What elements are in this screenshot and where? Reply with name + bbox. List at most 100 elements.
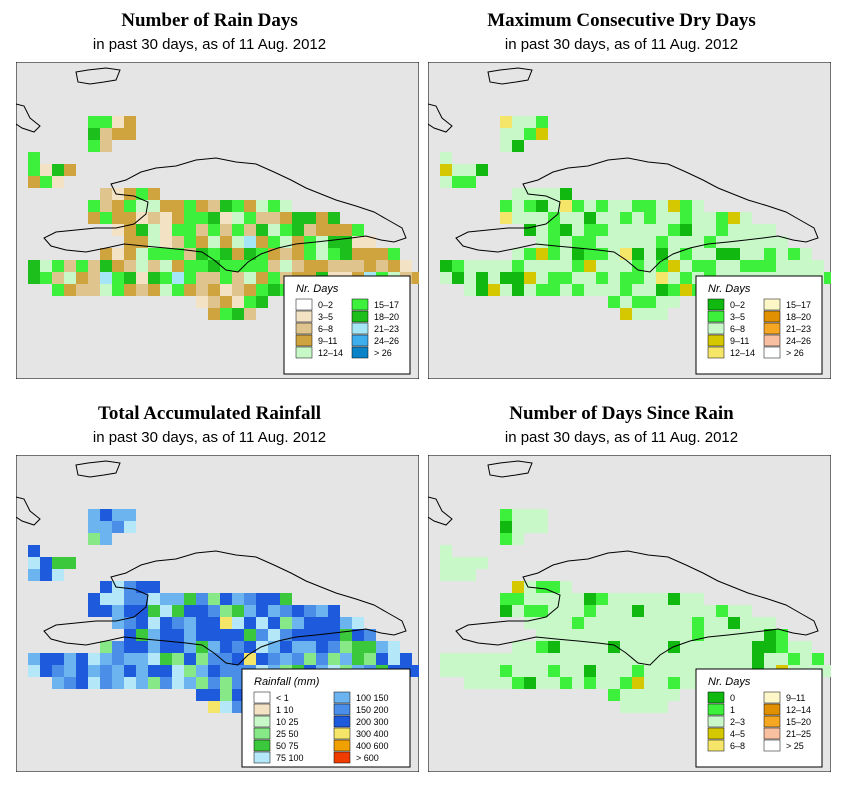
grid-cell: [476, 665, 488, 677]
grid-cell: [196, 296, 208, 308]
grid-cell: [500, 260, 512, 272]
grid-cell: [388, 641, 400, 653]
grid-cell: [232, 653, 244, 665]
grid-cell: [644, 689, 656, 701]
grid-cell: [464, 284, 476, 296]
grid-cell: [572, 605, 584, 617]
grid-cell: [716, 641, 728, 653]
grid-cell: [232, 284, 244, 296]
grid-cell: [316, 224, 328, 236]
grid-cell: [184, 224, 196, 236]
panel-rainfall: Total Accumulated Rainfall in past 30 da…: [4, 393, 419, 786]
grid-cell: [148, 188, 160, 200]
grid-cell: [584, 641, 596, 653]
grid-cell: [100, 521, 112, 533]
grid-cell: [64, 260, 76, 272]
island-outline: [75, 460, 121, 478]
grid-cell: [596, 605, 608, 617]
grid-cell: [160, 653, 172, 665]
island-outline: [487, 67, 533, 85]
grid-cell: [148, 605, 160, 617]
grid-cell: [656, 236, 668, 248]
grid-cell: [776, 248, 788, 260]
grid-cell: [500, 677, 512, 689]
hispaniola-outline: [43, 157, 407, 273]
grid-cell: [112, 272, 124, 284]
legend-label: 12–14: [786, 705, 811, 715]
legend-label: 24–26: [374, 336, 399, 346]
grid-cell: [620, 284, 632, 296]
legend-title: Rainfall (mm): [254, 676, 320, 688]
grid-cell: [644, 200, 656, 212]
grid-cell: [440, 260, 452, 272]
grid-cell: [220, 296, 232, 308]
grid-cell: [244, 284, 256, 296]
grid-cell: [656, 641, 668, 653]
hispaniola-outline: [455, 157, 819, 273]
grid-cell: [524, 116, 536, 128]
grid-cell: [452, 260, 464, 272]
grid-cell: [632, 296, 644, 308]
grid-cell: [548, 248, 560, 260]
legend-box: Nr. Days 0–2 3–5 6–8 9–11 12–14 15–17 18–20 21–2…: [695, 275, 823, 375]
grid-cell: [376, 260, 388, 272]
grid-cell: [668, 689, 680, 701]
grid-cell: [304, 212, 316, 224]
grid-cell: [160, 200, 172, 212]
hispaniola-outline: [43, 550, 407, 666]
grid-cell: [584, 605, 596, 617]
grid-cell: [668, 236, 680, 248]
grid-cell: [500, 509, 512, 521]
grid-cell: [124, 260, 136, 272]
legend-swatch: [707, 310, 725, 323]
grid-cell: [536, 629, 548, 641]
grid-cell: [668, 272, 680, 284]
grid-cell: [208, 236, 220, 248]
grid-cell: [28, 545, 40, 557]
legend-label: 25 50: [276, 729, 299, 739]
legend-label: 0–2: [318, 300, 333, 310]
grid-cell: [280, 200, 292, 212]
grid-cell: [440, 653, 452, 665]
legend-swatch: [707, 298, 725, 311]
grid-cell: [668, 665, 680, 677]
grid-cell: [184, 212, 196, 224]
grid-cell: [184, 284, 196, 296]
grid-cell: [160, 236, 172, 248]
grid-cell: [764, 629, 776, 641]
grid-cell: [76, 272, 88, 284]
grid-cell: [452, 653, 464, 665]
grid-cell: [524, 284, 536, 296]
grid-cell: [220, 272, 232, 284]
legend-swatch: [763, 691, 781, 704]
grid-cell: [740, 641, 752, 653]
grid-cell: [584, 272, 596, 284]
grid-cell: [52, 284, 64, 296]
grid-cell: [500, 605, 512, 617]
grid-cell: [184, 236, 196, 248]
grid-cell: [704, 617, 716, 629]
grid-cell: [644, 272, 656, 284]
grid-cell: [440, 164, 452, 176]
grid-cell: [208, 296, 220, 308]
legend-title: Nr. Days: [708, 283, 751, 295]
grid-cell: [208, 260, 220, 272]
grid-cell: [172, 248, 184, 260]
legend-swatch: [333, 751, 351, 764]
legend-swatch: [707, 703, 725, 716]
grid-cell: [608, 296, 620, 308]
legend-label: < 1: [276, 693, 289, 703]
grid-cell: [608, 200, 620, 212]
grid-cell: [656, 677, 668, 689]
grid-cell: [560, 677, 572, 689]
grid-cell: [572, 284, 584, 296]
grid-cell: [620, 653, 632, 665]
grid-cell: [124, 593, 136, 605]
grid-cell: [112, 653, 124, 665]
legend-swatch: [253, 739, 271, 752]
legend-label: 10 25: [276, 717, 299, 727]
grid-cell: [536, 617, 548, 629]
grid-cell: [244, 200, 256, 212]
grid-cell: [232, 200, 244, 212]
grid-cell: [500, 272, 512, 284]
